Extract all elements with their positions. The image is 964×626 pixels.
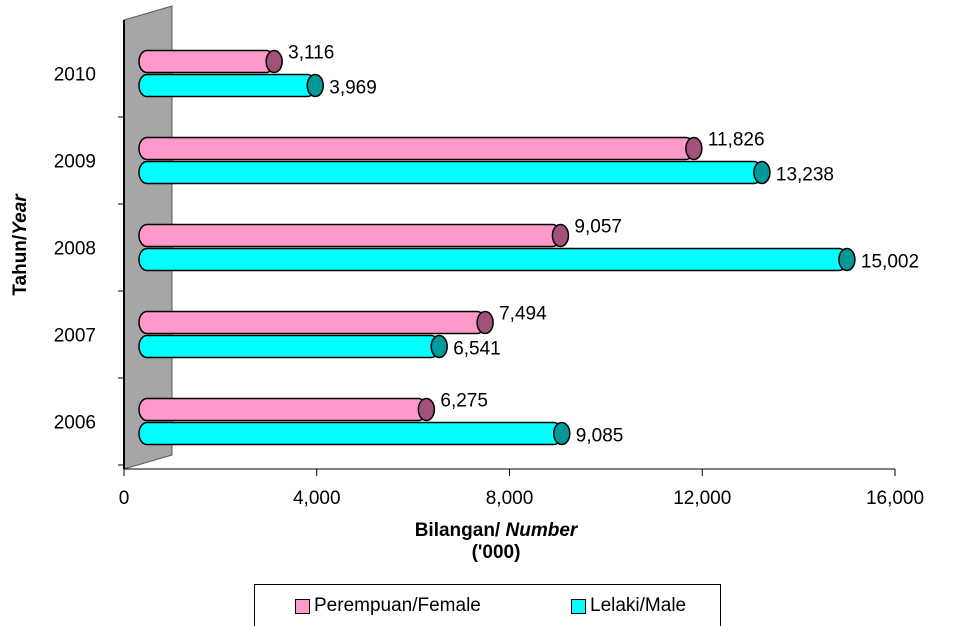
bar-male-2006 <box>138 421 563 446</box>
bar-end-cap <box>753 160 771 185</box>
bar-end-cap <box>306 73 325 98</box>
bar-male-2008 <box>138 247 848 272</box>
bar-end-cap <box>838 247 856 272</box>
y-axis-title-prefix: Tahun/ <box>10 234 31 296</box>
bar-female-2008 <box>138 223 562 248</box>
bar-male-2007 <box>138 334 440 359</box>
legend: Perempuan/Female Lelaki/Male <box>254 584 721 626</box>
data-label: 6,541 <box>453 339 501 360</box>
data-label: 3,969 <box>329 78 377 99</box>
bar-end-cap <box>551 223 570 248</box>
data-label: 3,116 <box>288 43 334 64</box>
y-tick-label: 2009 <box>54 152 96 173</box>
bar-end-cap <box>476 310 494 335</box>
y-axis-title: Tahun/Year <box>10 193 31 296</box>
y-tick-label: 2007 <box>54 326 96 347</box>
y-tick-label: 2006 <box>54 413 96 434</box>
x-tick-label: 4,000 <box>293 488 341 509</box>
bar-end-cap <box>265 49 283 74</box>
bar-female-2007 <box>138 310 486 335</box>
bar-male-2009 <box>138 160 763 185</box>
data-label: 9,085 <box>576 426 624 447</box>
bar-male-2010 <box>138 73 317 98</box>
legend-label-male: Lelaki/Male <box>590 595 687 616</box>
y-tick-label: 2010 <box>54 65 96 86</box>
y-axis-title-italic: Year <box>10 193 31 235</box>
bar-end-cap <box>553 421 571 446</box>
x-tick-label: 0 <box>119 488 130 509</box>
bars: 6,275 9,085 7,494 6,541 9,057 15,002 11,826 13,… <box>138 43 919 447</box>
bar-end-cap <box>430 334 448 359</box>
bar-end-cap <box>685 136 703 161</box>
x-axis-title-prefix: Bilangan/ <box>415 520 506 541</box>
data-label: 7,494 <box>499 304 547 325</box>
bar-end-cap <box>417 397 436 422</box>
data-label: 13,238 <box>776 165 834 186</box>
bar-female-2009 <box>138 136 695 161</box>
x-axis-title: Bilangan/ Number <box>415 520 579 541</box>
bar-female-2006 <box>138 397 428 422</box>
y-tick-label: 2008 <box>54 239 96 260</box>
x-tick-label: 12,000 <box>673 488 731 509</box>
data-label: 15,002 <box>861 252 919 273</box>
x-tick-label: 16,000 <box>866 488 924 509</box>
legend-swatch-female <box>295 598 310 614</box>
y-axis-ticks: 2006 2007 2008 2009 2010 <box>54 65 124 466</box>
x-axis-unit: ('000) <box>472 542 521 563</box>
legend-item-female: Perempuan/Female <box>295 595 481 617</box>
legend-label-female: Perempuan/Female <box>314 595 481 616</box>
x-axis-ticks: 0 4,000 8,000 12,000 16,000 <box>119 469 924 509</box>
x-axis-title-italic: Number <box>506 520 579 541</box>
x-tick-label: 8,000 <box>486 488 534 509</box>
legend-swatch-male <box>571 598 586 614</box>
bar-female-2010 <box>138 49 275 74</box>
data-label: 9,057 <box>574 217 622 238</box>
data-label: 11,826 <box>708 130 765 151</box>
legend-item-male: Lelaki/Male <box>571 595 686 617</box>
data-label: 6,275 <box>440 391 488 412</box>
